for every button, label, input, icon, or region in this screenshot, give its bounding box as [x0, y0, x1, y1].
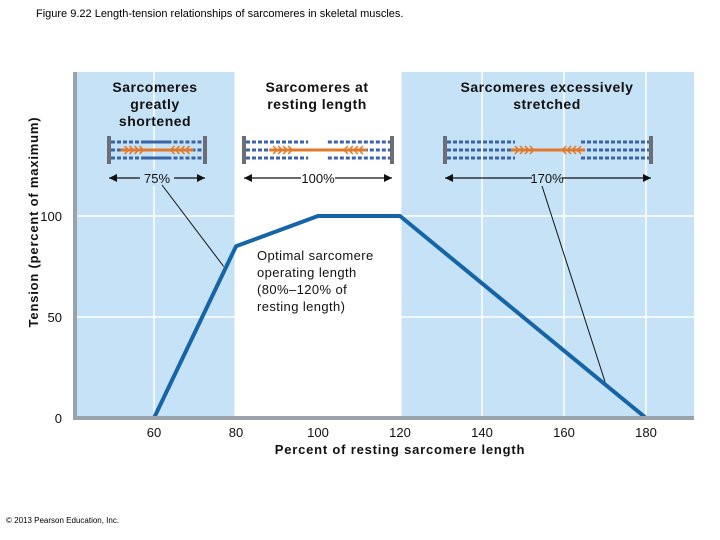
optimal-annotation-line-2: operating length [257, 265, 357, 280]
pointer-line-170 [541, 185, 606, 382]
myosin-head-left-3 [138, 145, 145, 155]
myosin-head-right-0 [184, 145, 191, 155]
x-tick-label-80: 80 [229, 425, 243, 440]
myosin-head-left-3 [529, 145, 535, 155]
z-disc-left [443, 136, 447, 164]
sarcomere-label-2-line-1: Sarcomeres at [265, 79, 368, 95]
z-disc-left [107, 136, 111, 164]
myosin-head-right-3 [169, 145, 176, 155]
percent-label-2: 100% [301, 171, 335, 186]
z-disc-right [649, 136, 653, 164]
percent-label-bg-1 [140, 170, 174, 186]
myosin-head-left-1 [277, 145, 284, 155]
optimal-annotation-line-3: (80%–120% of [257, 282, 347, 297]
x-tick-label-140: 140 [471, 425, 493, 440]
copyright-notice: © 2013 Pearson Education, Inc. [6, 516, 120, 525]
sarcomere-label-2-line-2: resting length [267, 96, 367, 112]
y-tick-label-0: 0 [55, 411, 62, 426]
y-axis-title: Tension (percent of maximum) [26, 117, 41, 328]
axis-layer: 60 80 100 120 140 160 180 0 50 100 Percent of rest… [26, 72, 694, 457]
sarcomere-label-3-line-1: Sarcomeres excessively [461, 79, 634, 95]
myosin-head-left-2 [524, 145, 530, 155]
x-tick-label-180: 180 [635, 425, 657, 440]
myosin-head-right-0 [357, 145, 364, 155]
myosin-head-left-0 [272, 145, 279, 155]
myosin-head-left-1 [519, 145, 525, 155]
length-arrowhead-right-2 [384, 174, 392, 182]
x-axis-title: Percent of resting sarcomere length [275, 442, 526, 457]
myosin-head-left-0 [514, 145, 520, 155]
figure-title: Figure 9.22 Length-tension relationships… [36, 8, 404, 20]
myosin-head-left-1 [128, 145, 135, 155]
sarcomere-3 [443, 136, 653, 164]
z-disc-right [390, 136, 394, 164]
y-tick-label-50: 50 [48, 310, 62, 325]
sarcomere-diagrams [107, 136, 653, 164]
x-tick-label-100: 100 [307, 425, 329, 440]
optimal-annotation-line-4: resting length) [257, 299, 345, 314]
panel-stretched [400, 72, 694, 418]
myosin-head-right-3 [342, 145, 349, 155]
panel-shortened [75, 72, 236, 418]
myosin-head-right-1 [352, 145, 359, 155]
sarcomere-label-1-line-1: Sarcomeres [112, 79, 197, 95]
sarcomere-2 [242, 136, 394, 164]
myosin-head-right-2 [174, 145, 181, 155]
x-tick-label-60: 60 [147, 425, 161, 440]
grid-layer [75, 72, 694, 418]
length-arrowhead-left-1 [109, 174, 117, 182]
percent-label-3: 170% [530, 171, 564, 186]
myosin-head-right-2 [566, 145, 572, 155]
myosin-head-right-3 [561, 145, 567, 155]
z-disc-right [203, 136, 207, 164]
sarcomere-1 [107, 136, 207, 164]
percent-label-bg-2 [301, 170, 335, 186]
y-tick-label-100: 100 [40, 209, 62, 224]
myosin-head-right-1 [571, 145, 577, 155]
pointer-line-75 [161, 184, 225, 267]
myosin-head-left-2 [133, 145, 140, 155]
percent-label-bg-3 [532, 170, 562, 186]
optimal-annotation-line-1: Optimal sarcomere [257, 248, 374, 263]
sarcomere-label-1-line-2: greatly [130, 96, 179, 112]
myosin-head-right-2 [347, 145, 354, 155]
sarcomere-label-3-line-2: stretched [513, 96, 581, 112]
myosin-head-right-1 [179, 145, 186, 155]
x-tick-label-160: 160 [553, 425, 575, 440]
myosin-head-left-2 [282, 145, 289, 155]
length-arrowhead-left-2 [244, 174, 252, 182]
length-arrowhead-left-3 [445, 174, 453, 182]
myosin-head-left-3 [287, 145, 294, 155]
percent-label-1: 75% [144, 171, 170, 186]
length-arrowhead-right-1 [197, 174, 205, 182]
myosin-head-right-0 [576, 145, 582, 155]
x-tick-label-120: 120 [389, 425, 411, 440]
myosin-head-left-0 [123, 145, 130, 155]
length-arrowhead-right-3 [643, 174, 651, 182]
z-disc-left [242, 136, 246, 164]
sarcomere-label-1-line-3: shortened [119, 113, 191, 129]
